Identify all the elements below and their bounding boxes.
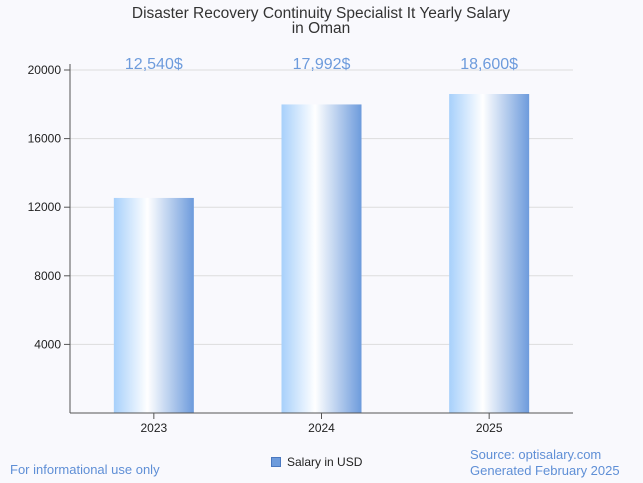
y-tick-label: 4000	[34, 337, 61, 351]
value-label-2025: 18,600$	[460, 56, 518, 73]
value-label-2024: 17,992$	[293, 56, 351, 73]
y-tick-label: 20000	[28, 63, 62, 77]
y-tick-label: 16000	[28, 132, 62, 146]
axes: 4000 8000 12000 16000 20000 2023 2024 2025	[28, 63, 573, 435]
legend: Salary in USD	[271, 455, 362, 469]
bar-2024	[281, 104, 362, 414]
chart-title-line-2: in Oman	[292, 20, 351, 37]
y-tick-label: 8000	[34, 269, 61, 283]
legend-swatch	[271, 457, 281, 467]
legend-label: Salary in USD	[287, 455, 363, 469]
x-tick-label-2023: 2023	[140, 421, 167, 435]
bar-2023	[113, 197, 194, 413]
disclaimer-text: For informational use only	[10, 462, 160, 477]
source-text: Source: optisalary.com	[470, 447, 602, 462]
source-block: Source: optisalary.com Generated Februar…	[470, 447, 620, 479]
generated-text: Generated February 2025	[470, 463, 620, 478]
value-label-2023: 12,540$	[125, 56, 183, 73]
y-tick-label: 12000	[28, 200, 62, 214]
x-tick-label-2025: 2025	[476, 421, 503, 435]
bars: 12,540$ 17,992$ 18,600$	[113, 56, 530, 414]
chart-title-line-1: Disaster Recovery Continuity Specialist …	[132, 5, 510, 22]
x-tick-label-2024: 2024	[308, 421, 335, 435]
bar-2025	[449, 94, 530, 413]
